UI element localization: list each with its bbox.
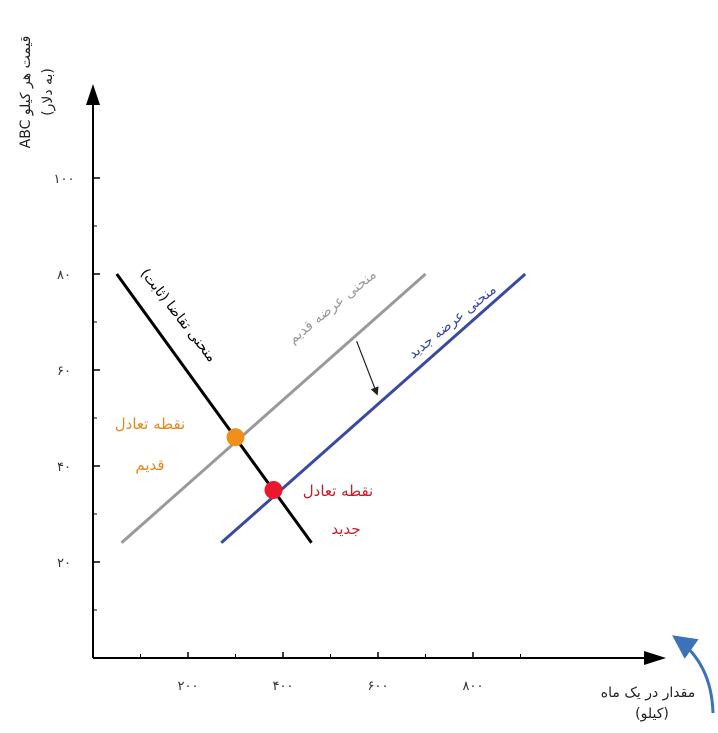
old-equilibrium-label-line1: نقطه تعادل — [115, 415, 185, 433]
demand-curve-label: منحنی تقاضا (ثابت) — [137, 266, 220, 365]
y-axis-title: قیمت هر کیلو ABC — [18, 36, 34, 149]
old-supply-curve-label: منحنی عرضه قدیم — [285, 267, 379, 348]
new-equilibrium-label-line1: نقطه تعادل — [303, 482, 373, 500]
y-ticks: ۲۰ ۴۰ ۶۰ ۸۰ ۱۰۰ — [54, 172, 100, 611]
x-ticks: ۲۰۰ ۴۰۰ ۶۰۰ ۸۰۰ — [140, 652, 521, 694]
new-equilibrium-label-line2: جدید — [331, 520, 360, 538]
x-axis-title: مقدار در یک ماه — [601, 685, 695, 701]
y-axis-unit: (به دلار) — [40, 68, 56, 116]
y-axis-arrowhead — [86, 84, 100, 105]
x-tick-label: ۴۰۰ — [273, 679, 294, 694]
new-supply-curve-label: منحنی عرضه جدید — [405, 282, 499, 363]
y-tick-label: ۴۰ — [57, 460, 71, 475]
new-equilibrium-marker — [264, 481, 283, 499]
y-tick-label: ۶۰ — [57, 364, 71, 379]
x-axis-arrowhead — [644, 651, 666, 665]
y-tick-label: ۱۰۰ — [54, 172, 75, 187]
curved-arrow-icon — [672, 635, 715, 714]
x-tick-label: ۸۰۰ — [463, 679, 484, 694]
demand-curve-line — [115, 273, 313, 544]
old-equilibrium-label-line2: قدیم — [135, 456, 164, 474]
new-supply-curve-line — [220, 272, 527, 544]
x-tick-label: ۲۰۰ — [178, 679, 199, 694]
old-equilibrium-marker — [226, 428, 245, 447]
y-tick-label: ۲۰ — [57, 556, 71, 571]
x-axis-unit: (کیلو) — [635, 706, 669, 722]
supply-shift-arrow — [356, 340, 379, 396]
x-tick-label: ۶۰۰ — [368, 679, 389, 694]
old-supply-curve-line — [120, 272, 427, 544]
y-tick-label: ۸۰ — [57, 268, 71, 283]
